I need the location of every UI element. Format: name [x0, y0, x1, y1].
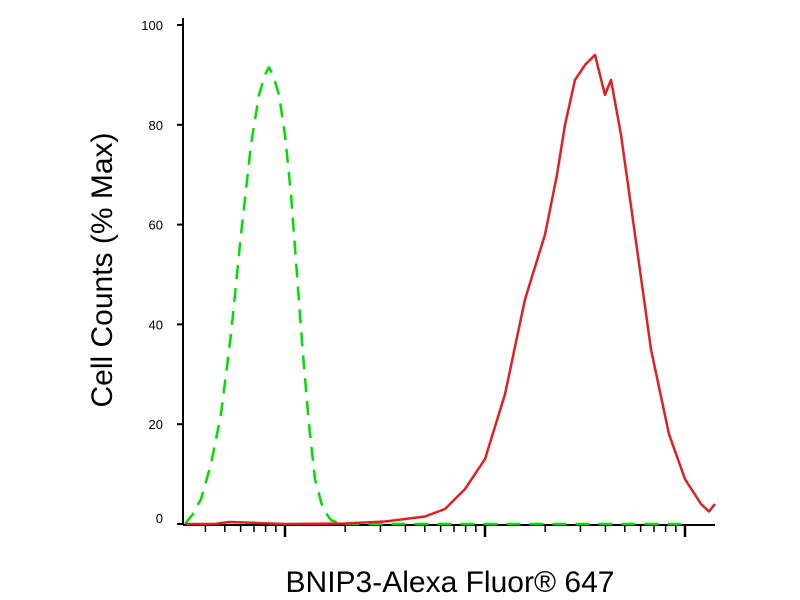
y-tick-label: 100 [141, 18, 163, 33]
y-tick-label: 40 [149, 317, 163, 332]
y-tick-label: 0 [156, 511, 163, 526]
series-line-dashed [184, 66, 685, 526]
y-tick-label: 60 [149, 218, 163, 233]
y-axis-title: Cell Counts (% Max) [86, 132, 119, 407]
y-tick-label: 20 [149, 417, 163, 432]
y-axis: 0 20 40 60 80 100 [141, 18, 184, 526]
plot-series [184, 53, 716, 526]
x-axis [183, 524, 715, 537]
x-axis-title: BNIP3-Alexa Fluor® 647 [286, 566, 615, 599]
y-tick-label: 80 [149, 118, 163, 133]
series-line-solid [185, 53, 716, 526]
